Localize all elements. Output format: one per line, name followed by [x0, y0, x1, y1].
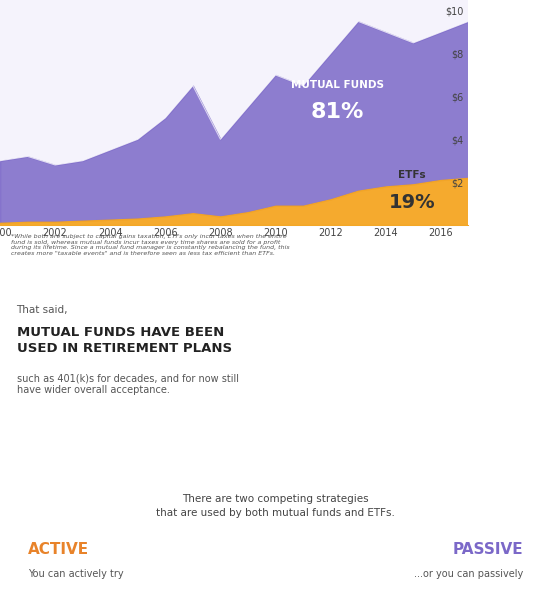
- Text: 81%: 81%: [311, 103, 364, 122]
- Text: MANAGEMENT: MANAGEMENT: [186, 451, 299, 465]
- Text: PASSIVE: PASSIVE: [453, 542, 523, 557]
- Text: vs: vs: [235, 423, 250, 436]
- Text: such as 401(k)s for decades, and for now still
have wider overall acceptance.: such as 401(k)s for decades, and for now…: [17, 374, 239, 395]
- Text: (Index Funds): (Index Funds): [454, 422, 516, 431]
- Text: ACTIVE: ACTIVE: [50, 413, 149, 441]
- Text: PASSIVE: PASSIVE: [306, 413, 421, 441]
- Text: You can actively try: You can actively try: [28, 569, 123, 579]
- Text: ETFs: ETFs: [398, 170, 426, 181]
- Text: ...or you can passively: ...or you can passively: [414, 569, 523, 579]
- Text: ACTIVE: ACTIVE: [28, 542, 89, 557]
- Text: There are two competing strategies
that are used by both mutual funds and ETFs.: There are two competing strategies that …: [156, 494, 395, 518]
- Text: MUTUAL FUNDS HAVE BEEN
USED IN RETIREMENT PLANS: MUTUAL FUNDS HAVE BEEN USED IN RETIREMEN…: [17, 326, 231, 355]
- Text: That said,: That said,: [17, 305, 68, 314]
- Text: *While both are subject to capital gains taxation, ETFs only incur taxes when th: *While both are subject to capital gains…: [11, 234, 290, 256]
- Text: 19%: 19%: [389, 193, 435, 212]
- Text: MUTUAL FUNDS: MUTUAL FUNDS: [291, 80, 383, 91]
